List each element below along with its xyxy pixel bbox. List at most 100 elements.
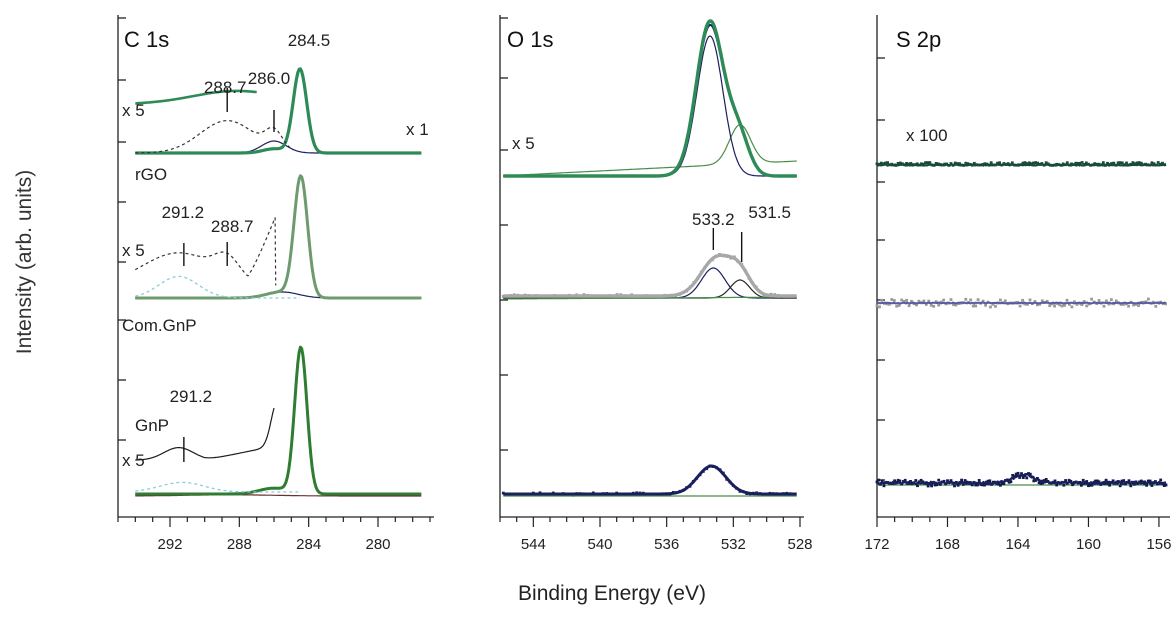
- comgnp-x5-cyan: [135, 275, 300, 299]
- s-comgnp-data-point: [1028, 298, 1032, 302]
- s-gnp-data-point: [1000, 482, 1004, 485]
- o-comgnp-fit-line: [503, 253, 797, 298]
- s-rgo-data-point: [949, 162, 953, 165]
- s-rgo-data-point: [1116, 161, 1120, 165]
- s-gnp-data-point: [926, 484, 930, 488]
- s-rgo-data-point: [1137, 161, 1141, 164]
- s-gnp-data-point: [1009, 480, 1013, 484]
- s-comgnp-data-point: [1154, 304, 1158, 308]
- s-rgo-data-point: [1078, 161, 1082, 165]
- s-comgnp-data-point: [1110, 298, 1113, 301]
- s-gnp-data-point: [896, 478, 900, 482]
- x-tick-label: 280: [365, 536, 390, 553]
- s-gnp-data-point: [1043, 479, 1046, 482]
- x-tick-label: 528: [787, 536, 812, 553]
- s-comgnp-data-point: [984, 303, 987, 307]
- s-rgo-data-point: [1125, 161, 1128, 165]
- s-gnp-data-point: [1064, 479, 1067, 482]
- gnp-fit-line: [135, 346, 422, 495]
- s-rgo-data-point: [1027, 161, 1031, 165]
- s-gnp-data-point: [1062, 483, 1066, 487]
- s-gnp-data-point: [1102, 482, 1106, 485]
- s-gnp-data-point: [1094, 479, 1097, 483]
- s-rgo-data-point: [1097, 162, 1101, 166]
- s-comgnp-data-point: [1048, 304, 1052, 308]
- s-gnp-data-point: [1111, 479, 1115, 483]
- x-tick-label: 164: [1005, 536, 1030, 553]
- s-comgnp-data-point: [1033, 300, 1037, 303]
- s-rgo-data-point: [1110, 162, 1114, 165]
- s-comgnp-data-point: [895, 304, 899, 308]
- s-gnp-data-point: [1067, 478, 1071, 482]
- x-tick-label: 168: [935, 536, 960, 553]
- s-rgo-data-point: [1065, 161, 1069, 165]
- s-comgnp-data-point: [887, 302, 891, 306]
- o-comgnp-background: [503, 296, 797, 300]
- s-gnp-data-point: [1159, 478, 1163, 482]
- s-gnp-data-point: [961, 483, 965, 486]
- s-comgnp-data-point: [937, 303, 941, 307]
- gnp-data-curve: [135, 345, 422, 496]
- s-comgnp-data-point: [1063, 304, 1066, 307]
- s-comgnp-data-point: [1082, 300, 1086, 303]
- s-rgo-data-point: [1034, 161, 1037, 164]
- s-gnp-data-point: [1055, 483, 1059, 487]
- s-rgo-data-point: [1101, 161, 1105, 164]
- s-rgo-data-point: [909, 162, 913, 165]
- s-gnp-data-point: [1041, 481, 1044, 485]
- s-gnp-data-point: [1021, 476, 1025, 479]
- s-gnp-data-curve: [876, 473, 1167, 486]
- s-comgnp-data-point: [1060, 304, 1064, 308]
- s-gnp-data-point: [1037, 481, 1041, 485]
- s-rgo-data-curve: [876, 163, 1167, 167]
- s-rgo-data-point: [879, 161, 883, 165]
- s-comgnp-data-point: [981, 299, 985, 303]
- s-gnp-data-point: [1148, 479, 1152, 483]
- s-gnp-data-point: [1147, 479, 1150, 483]
- s-comgnp-data-point: [1021, 298, 1024, 302]
- s-gnp-data-point: [1143, 480, 1147, 484]
- s-gnp-data-point: [1139, 479, 1143, 483]
- s-comgnp-data-point: [939, 300, 943, 304]
- s-comgnp-data-point: [1132, 303, 1135, 307]
- s-comgnp-data-point: [910, 299, 913, 303]
- peak-label: 288.7: [204, 78, 247, 97]
- peak-label: 291.2: [170, 387, 213, 406]
- s-comgnp-data-curve: [876, 301, 1167, 305]
- s-gnp-data-point: [1020, 472, 1023, 475]
- s-rgo-data-point: [953, 161, 957, 165]
- s-rgo-data-point: [875, 162, 879, 166]
- s-rgo-data-point: [943, 162, 947, 166]
- s-gnp-data-point: [1016, 471, 1020, 475]
- s-comgnp-data-point: [1085, 304, 1089, 308]
- s-gnp-data-point: [917, 480, 921, 484]
- comgnp-fit-line: [135, 175, 422, 299]
- s-rgo-data-point: [1021, 161, 1025, 165]
- s-gnp-data-point: [963, 479, 967, 482]
- s-rgo-data-point: [1156, 161, 1160, 164]
- x-tick-label: 172: [864, 536, 889, 553]
- s-rgo-data-point: [926, 161, 930, 164]
- multiplier-label: x 100: [906, 126, 948, 145]
- s-gnp-data-point: [956, 483, 960, 487]
- x-axis-label: Binding Energy (eV): [518, 582, 706, 605]
- s-comgnp-data-point: [1090, 297, 1093, 301]
- s-comgnp-data-point: [1137, 304, 1140, 307]
- x-tick-label: 160: [1076, 536, 1101, 553]
- s-gnp-data-point: [1025, 476, 1029, 480]
- s-rgo-data-point: [1025, 162, 1029, 165]
- s-comgnp-data-point: [905, 298, 908, 302]
- s-gnp-data-point: [1118, 484, 1122, 488]
- s-comgnp-data-point: [1102, 304, 1106, 308]
- s-gnp-data-point: [1044, 478, 1048, 481]
- s-gnp-data-point: [974, 483, 978, 487]
- multiplier-label: x 5: [512, 134, 535, 153]
- rgo-x5-curve: [134, 89, 258, 105]
- s-comgnp-data-point: [1026, 302, 1029, 306]
- s-gnp-data-point: [1122, 479, 1126, 482]
- gnp-x5-cyan: [135, 481, 300, 493]
- s-comgnp-data-point: [952, 303, 955, 307]
- s-comgnp-data-point: [922, 299, 926, 303]
- s-rgo-data-point: [1074, 161, 1078, 165]
